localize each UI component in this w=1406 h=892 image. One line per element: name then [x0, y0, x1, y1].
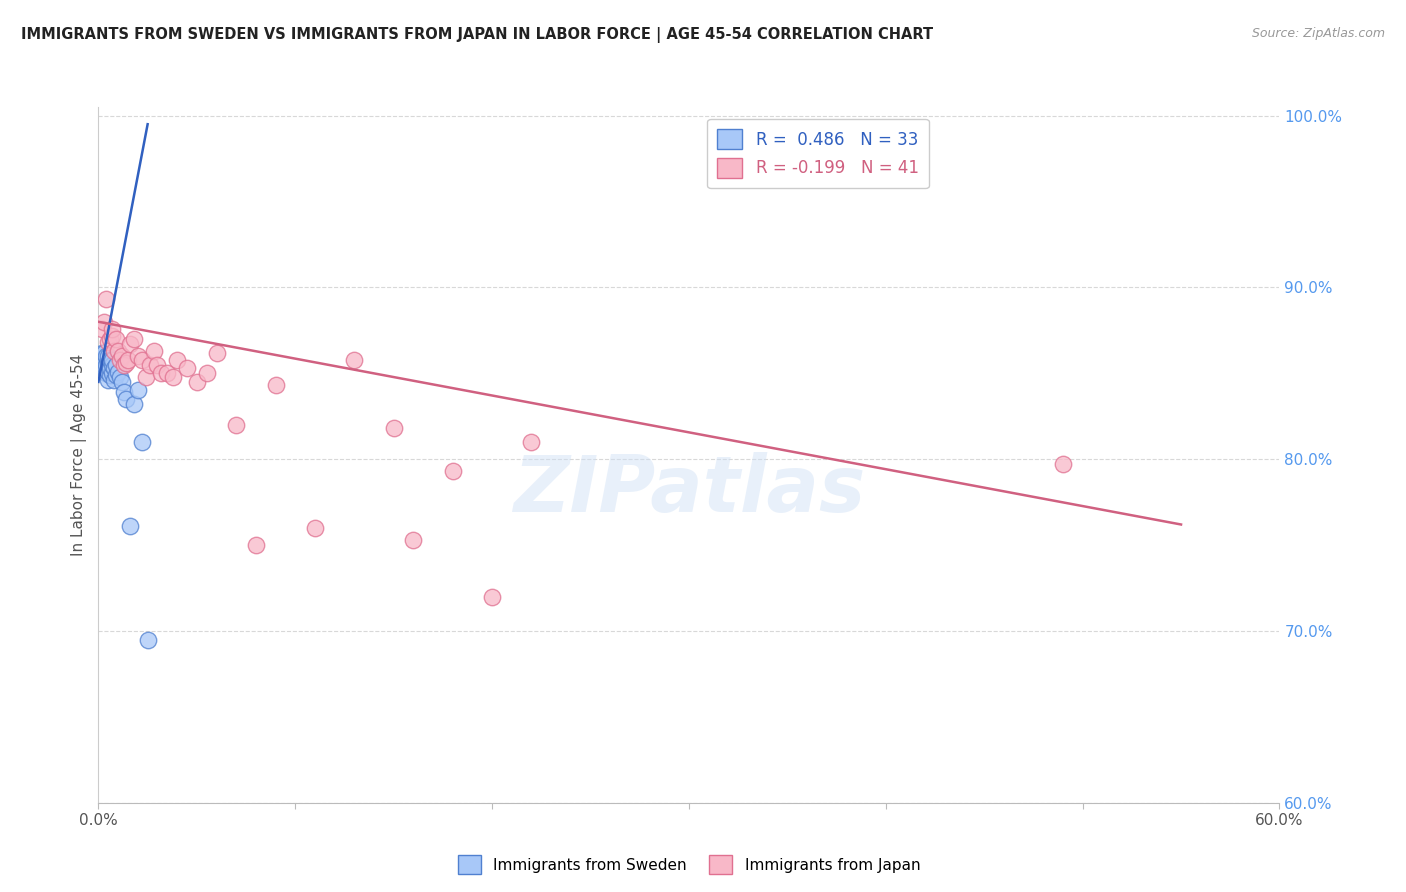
Point — [195, 367, 218, 381]
Point — [97, 335, 120, 350]
Point — [112, 358, 135, 372]
Point — [103, 343, 125, 358]
Point — [112, 385, 135, 400]
Point — [481, 590, 503, 604]
Point — [117, 352, 139, 367]
Point — [382, 421, 405, 435]
Point — [93, 361, 115, 376]
Point — [98, 368, 121, 382]
Point — [101, 358, 124, 372]
Point — [103, 373, 125, 387]
Text: ZIPatlas: ZIPatlas — [513, 451, 865, 528]
Point — [118, 337, 141, 351]
Point — [101, 328, 124, 343]
Point — [136, 632, 159, 647]
Legend: Immigrants from Sweden, Immigrants from Japan: Immigrants from Sweden, Immigrants from … — [451, 849, 927, 880]
Point — [93, 315, 115, 329]
Point — [186, 375, 208, 389]
Text: IMMIGRANTS FROM SWEDEN VS IMMIGRANTS FROM JAPAN IN LABOR FORCE | AGE 45-54 CORRE: IMMIGRANTS FROM SWEDEN VS IMMIGRANTS FRO… — [21, 27, 934, 43]
Y-axis label: In Labor Force | Age 45-54: In Labor Force | Age 45-54 — [72, 354, 87, 556]
Point — [91, 321, 114, 335]
Point — [105, 368, 128, 382]
Point — [111, 375, 134, 389]
Point — [103, 361, 125, 376]
Point — [91, 345, 114, 359]
Point — [96, 293, 118, 307]
Point — [97, 365, 120, 379]
Point — [138, 358, 160, 372]
Point — [108, 369, 131, 384]
Point — [441, 464, 464, 478]
Point — [205, 345, 228, 359]
Point — [176, 361, 198, 376]
Text: Source: ZipAtlas.com: Source: ZipAtlas.com — [1251, 27, 1385, 40]
Point — [115, 356, 138, 370]
Point — [1052, 458, 1074, 472]
Point — [98, 352, 121, 367]
Point — [127, 349, 149, 363]
Legend: R =  0.486   N = 33, R = -0.199   N = 41: R = 0.486 N = 33, R = -0.199 N = 41 — [707, 119, 928, 188]
Point — [111, 349, 134, 363]
Point — [108, 352, 131, 367]
Point — [105, 332, 128, 346]
Point — [304, 521, 326, 535]
Point — [89, 356, 111, 370]
Point — [115, 392, 138, 406]
Point — [93, 345, 115, 359]
Point — [162, 369, 184, 384]
Point — [402, 533, 425, 547]
Point — [97, 356, 120, 370]
Point — [91, 352, 114, 367]
Point — [135, 369, 157, 384]
Point — [101, 352, 124, 367]
Point — [131, 435, 153, 450]
Point — [98, 332, 121, 346]
Point — [520, 435, 543, 450]
Point — [93, 352, 115, 367]
Point — [101, 367, 124, 381]
Point — [150, 367, 173, 381]
Point — [96, 349, 118, 363]
Point — [97, 373, 120, 387]
Point — [142, 343, 165, 358]
Point — [225, 417, 247, 432]
Point — [105, 358, 128, 372]
Point — [146, 358, 169, 372]
Point — [118, 519, 141, 533]
Point — [264, 378, 287, 392]
Point — [343, 352, 366, 367]
Point — [131, 352, 153, 367]
Point — [107, 343, 129, 358]
Point — [101, 321, 124, 335]
Point — [245, 538, 267, 552]
Point — [127, 384, 149, 398]
Point — [166, 352, 188, 367]
Point — [97, 349, 120, 363]
Point — [98, 361, 121, 376]
Point — [96, 367, 118, 381]
Point — [156, 367, 179, 381]
Point — [107, 365, 129, 379]
Point — [122, 397, 145, 411]
Point — [96, 358, 118, 372]
Point — [122, 332, 145, 346]
